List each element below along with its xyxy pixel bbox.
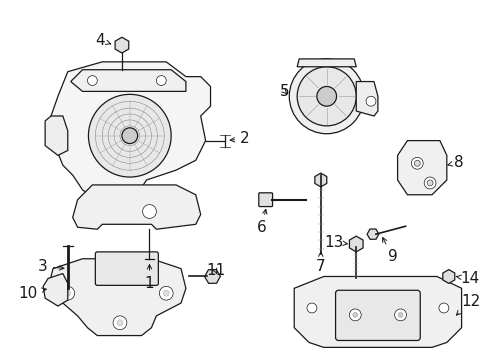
- Text: 4: 4: [95, 33, 110, 48]
- Circle shape: [394, 309, 406, 321]
- Circle shape: [159, 286, 173, 300]
- Text: 9: 9: [382, 238, 397, 264]
- FancyBboxPatch shape: [335, 290, 419, 341]
- Polygon shape: [294, 276, 461, 347]
- Text: 14: 14: [456, 271, 478, 286]
- Circle shape: [410, 157, 422, 169]
- Text: 2: 2: [230, 131, 249, 146]
- Polygon shape: [51, 62, 210, 200]
- FancyBboxPatch shape: [95, 252, 158, 285]
- Circle shape: [297, 67, 356, 126]
- Circle shape: [306, 303, 316, 313]
- Text: 7: 7: [315, 252, 325, 274]
- Circle shape: [348, 309, 361, 321]
- Polygon shape: [297, 59, 356, 67]
- Circle shape: [65, 290, 71, 296]
- FancyBboxPatch shape: [258, 193, 272, 207]
- Polygon shape: [73, 185, 200, 229]
- Circle shape: [352, 312, 357, 318]
- Text: 13: 13: [323, 234, 346, 249]
- Circle shape: [122, 128, 138, 144]
- Circle shape: [142, 204, 156, 219]
- Polygon shape: [356, 82, 377, 116]
- Circle shape: [438, 303, 448, 313]
- Polygon shape: [71, 70, 185, 91]
- Circle shape: [117, 320, 122, 326]
- Circle shape: [87, 76, 97, 85]
- Circle shape: [413, 160, 419, 166]
- Circle shape: [316, 86, 336, 106]
- Polygon shape: [45, 116, 68, 156]
- Polygon shape: [43, 274, 68, 306]
- Text: 5: 5: [279, 84, 288, 99]
- Circle shape: [423, 177, 435, 189]
- Circle shape: [113, 316, 126, 330]
- Text: 12: 12: [455, 294, 479, 315]
- Circle shape: [397, 312, 402, 318]
- Polygon shape: [48, 259, 185, 336]
- Circle shape: [163, 290, 169, 296]
- Text: 10: 10: [19, 286, 46, 301]
- Text: 6: 6: [256, 210, 266, 235]
- Circle shape: [156, 76, 166, 85]
- Circle shape: [289, 59, 364, 134]
- Text: 8: 8: [447, 155, 463, 170]
- Circle shape: [61, 286, 75, 300]
- Text: 11: 11: [205, 263, 224, 278]
- Circle shape: [88, 94, 171, 177]
- Text: 3: 3: [38, 259, 64, 274]
- Polygon shape: [397, 141, 446, 195]
- Text: 1: 1: [144, 265, 154, 291]
- Circle shape: [366, 96, 375, 106]
- Circle shape: [426, 180, 432, 186]
